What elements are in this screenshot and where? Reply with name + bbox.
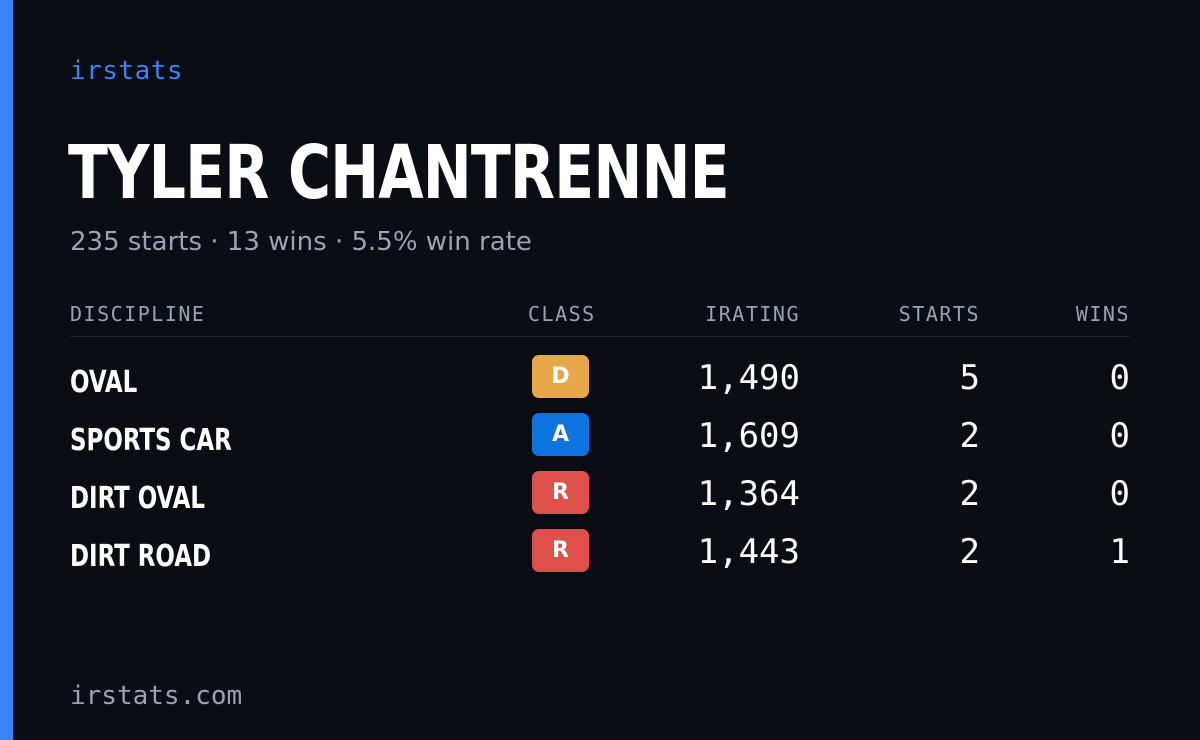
footer-url[interactable]: irstats.com <box>70 681 243 711</box>
discipline-name: SPORTS CAR <box>70 423 232 458</box>
starts-value: 2 <box>959 532 980 572</box>
irating-value: 1,490 <box>697 358 800 398</box>
discipline-name: DIRT ROAD <box>70 539 212 574</box>
brand-logo: irstats <box>70 56 184 86</box>
accent-bar <box>0 0 13 740</box>
class-badge: R <box>532 529 589 572</box>
win-rate-summary: 5.5% win rate <box>351 227 532 257</box>
irating-value: 1,443 <box>697 532 800 572</box>
discipline-table: DISCIPLINE CLASS IRATING STARTS WINS OVA… <box>70 294 1130 585</box>
separator: · <box>334 227 344 257</box>
wins-value: 1 <box>1109 532 1130 572</box>
irating-value: 1,609 <box>697 416 800 456</box>
starts-summary: 235 starts <box>70 227 202 257</box>
header-irating: IRATING <box>705 302 800 326</box>
table-row: DIRT ROAD R 1,443 2 1 <box>70 527 1130 585</box>
discipline-name: OVAL <box>70 365 138 400</box>
table-row: SPORTS CAR A 1,609 2 0 <box>70 411 1130 469</box>
starts-value: 2 <box>959 416 980 456</box>
class-badge: R <box>532 471 589 514</box>
table-row: DIRT OVAL R 1,364 2 0 <box>70 469 1130 527</box>
header-discipline: DISCIPLINE <box>70 302 206 326</box>
header-wins: WINS <box>1075 302 1130 326</box>
class-badge: D <box>532 355 589 398</box>
driver-summary: 235 starts · 13 wins · 5.5% win rate <box>70 227 532 257</box>
header-class: CLASS <box>528 302 596 326</box>
wins-value: 0 <box>1109 416 1130 456</box>
starts-value: 5 <box>959 358 980 398</box>
driver-name: TYLER CHANTRENNE <box>68 130 730 216</box>
wins-value: 0 <box>1109 474 1130 514</box>
table-row: OVAL D 1,490 5 0 <box>70 353 1130 411</box>
wins-summary: 13 wins <box>226 227 327 257</box>
wins-value: 0 <box>1109 358 1130 398</box>
table-header: DISCIPLINE CLASS IRATING STARTS WINS <box>70 294 1130 337</box>
header-starts: STARTS <box>898 302 980 326</box>
irating-value: 1,364 <box>697 474 800 514</box>
class-badge: A <box>532 413 589 456</box>
separator: · <box>210 227 219 257</box>
starts-value: 2 <box>959 474 980 514</box>
discipline-name: DIRT OVAL <box>70 481 205 516</box>
